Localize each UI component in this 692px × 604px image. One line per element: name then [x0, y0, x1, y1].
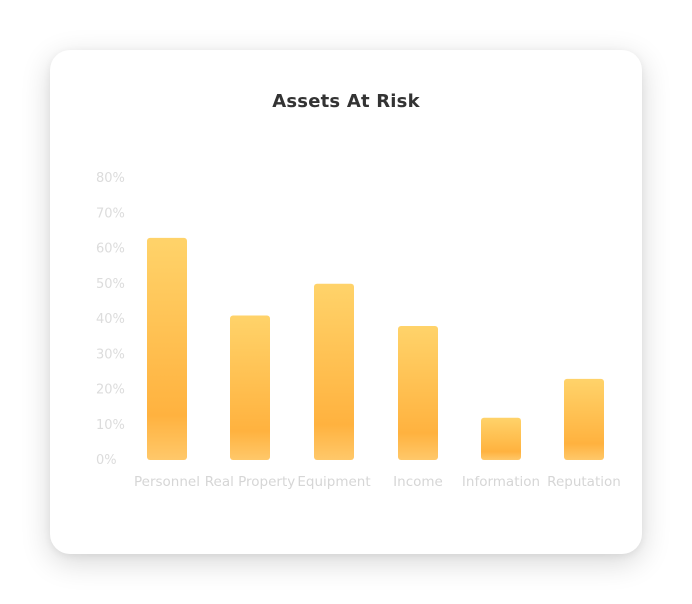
x-tick-label: Information — [462, 474, 540, 490]
x-tick-label: Personnel — [134, 474, 200, 490]
y-tick-label: 50% — [96, 277, 125, 292]
y-tick-label: 0% — [96, 453, 117, 468]
x-tick-label: Income — [393, 474, 443, 490]
y-tick-label: 40% — [96, 312, 125, 327]
bars — [147, 237, 604, 460]
bar-reputation — [564, 378, 604, 460]
bar-income — [398, 326, 438, 460]
y-tick-label: 80% — [96, 171, 125, 186]
bar-equipment — [314, 283, 354, 460]
chart-card: Assets At Risk 0% 10% 20% 30% 40% 50% 60% 70% 80… — [50, 50, 642, 554]
x-axis-labels: Personnel Real Property Equipment Income Inf… — [134, 474, 621, 490]
y-tick-label: 60% — [96, 242, 125, 257]
y-tick-label: 10% — [96, 418, 125, 433]
x-tick-label: Equipment — [297, 474, 370, 490]
bar-personnel — [147, 237, 187, 460]
bar-information — [481, 417, 521, 460]
bar-real-property — [230, 315, 270, 460]
bar-chart: 0% 10% 20% 30% 40% 50% 60% 70% 80% Personnel Real… — [96, 171, 621, 490]
chart-title: Assets At Risk — [272, 91, 420, 112]
y-axis-ticks: 0% 10% 20% 30% 40% 50% 60% 70% 80% — [96, 171, 125, 468]
y-tick-label: 20% — [96, 383, 125, 398]
x-tick-label: Real Property — [205, 474, 296, 490]
y-tick-label: 30% — [96, 347, 125, 362]
y-tick-label: 70% — [96, 206, 125, 221]
x-tick-label: Reputation — [547, 474, 621, 490]
